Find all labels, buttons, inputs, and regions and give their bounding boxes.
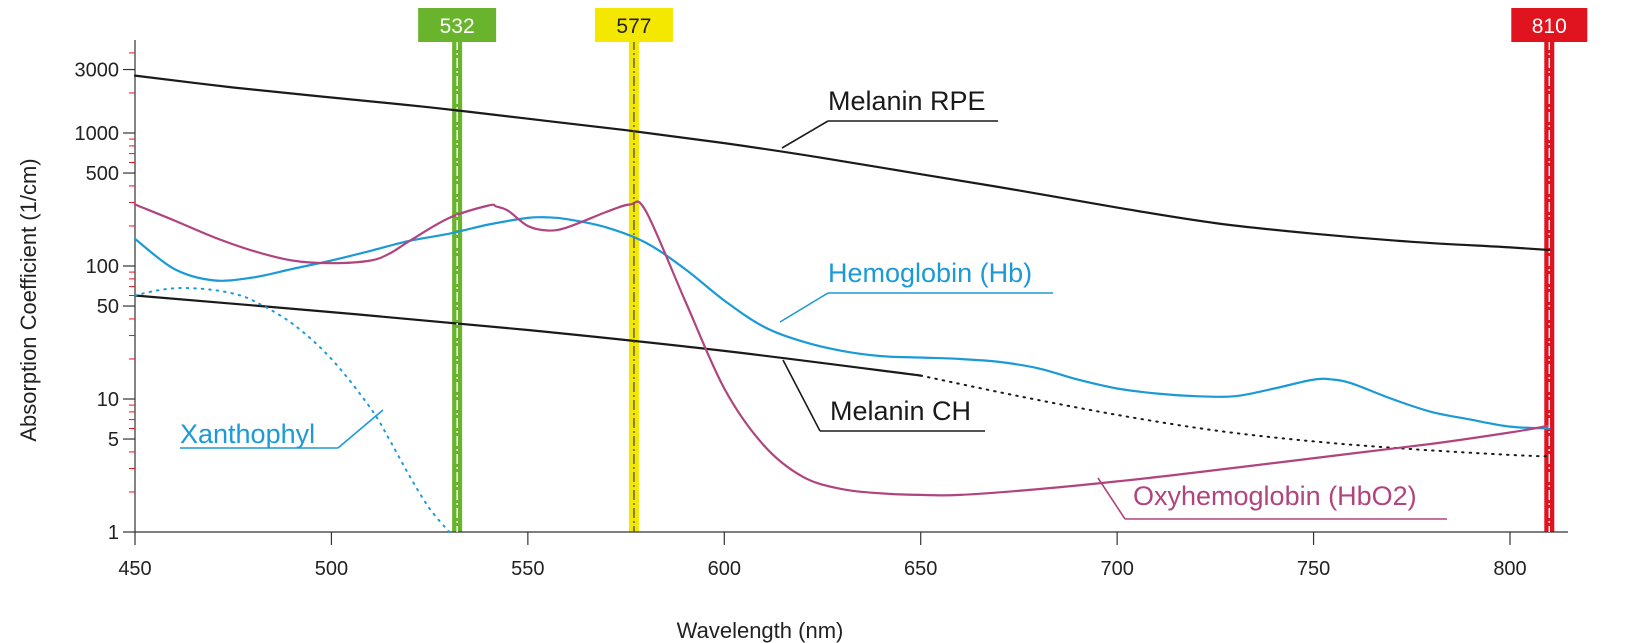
- series-lines: [133, 74, 1551, 533]
- annotation-leader-xanthophyl: [337, 409, 384, 449]
- laser-labels: 532 577 810: [418, 8, 1588, 42]
- annotation-hemoglobin-hb: Hemoglobin (Hb): [828, 258, 1032, 288]
- laser-band-532: [452, 40, 463, 532]
- laser-label-box-577: [594, 8, 673, 42]
- x-tick-label: 750: [1297, 558, 1330, 580]
- annotation-leader-melanin-ch: [782, 359, 821, 432]
- laser-band-577: [628, 40, 639, 532]
- y-tick-label: 100: [86, 256, 119, 278]
- laser-band-810: [1544, 40, 1555, 532]
- y-tick-label: 5: [108, 429, 119, 451]
- y-tick-label: 1: [108, 522, 119, 544]
- annotation-leader-oxyhemoglobin-hbo2: [1097, 477, 1126, 520]
- x-tick-label: 700: [1100, 558, 1133, 580]
- annotation-melanin-rpe: Melanin RPE: [828, 86, 986, 116]
- annotation-oxyhemoglobin-hbo2: Oxyhemoglobin (HbO2): [1133, 481, 1417, 511]
- x-tick-label: 500: [315, 558, 348, 580]
- y-axis-title: Absorption Coefficient (1/cm): [16, 158, 41, 441]
- x-tick-label: 650: [904, 558, 937, 580]
- series-line-xanthophyl: [134, 287, 451, 533]
- series-line-melanin-ch-extrapolated: [919, 374, 1551, 458]
- y-tick-label: 10: [97, 389, 119, 411]
- x-tick-label: 450: [118, 558, 151, 580]
- series-line-oxyhemoglobin-hbo2: [133, 200, 1551, 497]
- series-line-melanin-rpe: [133, 74, 1551, 252]
- y-tick-label: 3000: [75, 60, 120, 82]
- laser-dashdot-lines: [456, 40, 1550, 532]
- x-axis-title: Wavelength (nm): [677, 618, 844, 643]
- laser-label-box-532: [418, 8, 497, 42]
- x-tick-label: 600: [708, 558, 741, 580]
- annotation-leader-hemoglobin-hb: [779, 292, 829, 323]
- series-annotations: Melanin RPE Hemoglobin (Hb) Melanin CH Xant…: [180, 86, 1447, 520]
- laser-label-810: 810: [1532, 15, 1567, 38]
- y-tick-label: 50: [97, 296, 119, 318]
- annotation-melanin-ch: Melanin CH: [830, 396, 971, 426]
- laser-label-box-810: [1511, 8, 1588, 42]
- axes: 1 5 10 50 100 500 1000 3000 450 500 550 600 650 700 75…: [75, 40, 1568, 580]
- laser-label-577: 577: [616, 15, 651, 38]
- y-tick-label: 500: [86, 163, 119, 185]
- y-tick-label: 1000: [75, 123, 120, 145]
- series-line-melanin-ch: [133, 294, 922, 377]
- x-tick-label: 800: [1493, 558, 1526, 580]
- x-tick-label: 550: [511, 558, 544, 580]
- laser-bands: [452, 40, 1555, 532]
- annotation-leader-melanin-rpe: [781, 120, 829, 149]
- series-line-hemoglobin-hb: [133, 216, 1551, 430]
- laser-label-532: 532: [440, 15, 475, 38]
- annotation-xanthophyl: Xanthophyl: [180, 419, 315, 449]
